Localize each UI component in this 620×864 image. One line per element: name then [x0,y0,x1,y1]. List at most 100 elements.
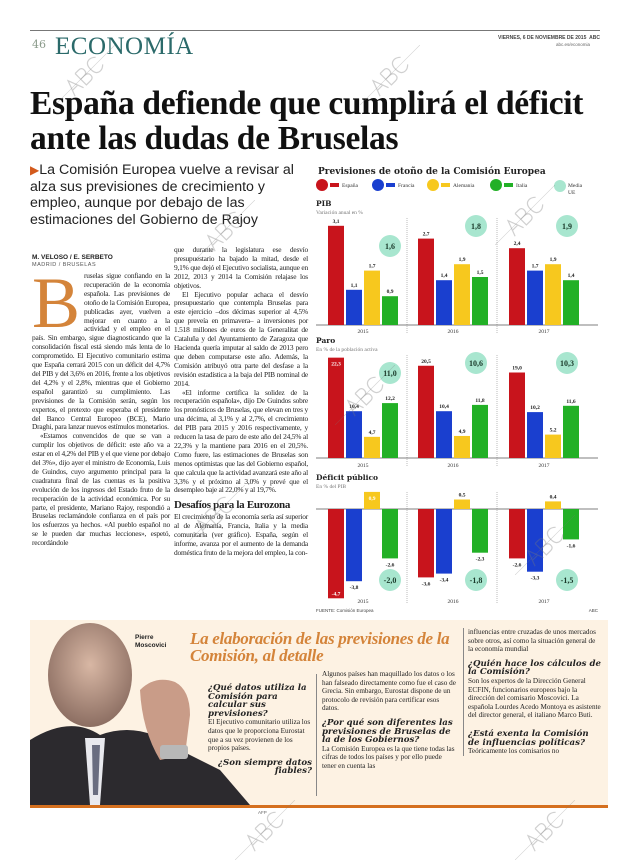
data-label: -3,4 [440,578,449,584]
bar-alemania [454,264,470,325]
triangle-icon: ▶ [30,163,40,177]
flag-icon [316,179,328,191]
year-label: 2017 [539,599,550,605]
bar-italia [563,509,579,540]
bar-españa [509,372,525,458]
data-label: 2,4 [514,241,521,247]
bar-francia [527,270,543,325]
ue-average-label: 1,8 [471,222,481,231]
answer: La Comisión Europea es la que tiene toda… [322,744,455,770]
moscovici-photo [30,623,250,805]
bar-francia [436,411,452,458]
bar-italia [563,405,579,458]
bar-alemania [364,436,380,458]
data-label: -3,3 [531,576,540,582]
answer: Algunos países han maquillado los datos … [322,670,456,713]
data-label: -3,8 [350,585,359,591]
bar-españa [328,509,344,599]
legend-swatch [504,183,513,187]
question: ¿Quién hace los cálculos de la Comisión? [468,658,601,678]
year-label: 2015 [358,463,369,469]
data-label: 10,4 [439,404,449,410]
top-rule [30,30,600,31]
section-url[interactable]: abc.es/economia [555,42,590,47]
headline: España defiende que cumplirá el déficit … [30,85,584,157]
ue-average-label: 1,9 [562,222,572,231]
ue-average-label: 10,3 [560,359,574,368]
ue-average-label: -1,8 [470,576,483,585]
year-label: 2016 [448,329,459,335]
bar-francia [527,509,543,572]
flag-icon [490,179,502,191]
data-label: 1,4 [568,273,575,279]
panel-subtitle: Variación anual en % [316,210,363,216]
data-label: 1,5 [477,270,484,276]
data-label: 4,7 [369,430,376,436]
year-label: 2015 [358,599,369,605]
data-label: 0,9 [387,289,394,295]
year-label: 2017 [539,329,550,335]
bar-francia [346,411,362,458]
subheading: Desafíos para la Eurozona [174,499,291,512]
bar-francia [346,289,362,325]
data-label: -3,6 [422,581,431,587]
panel-title: Déficit público [316,473,378,482]
flag-icon [427,179,439,191]
bar-alemania [454,435,470,458]
paragraph: El crecimiento de la economía sería así … [174,512,308,557]
legend-swatch [330,183,339,187]
date-text: VIERNES, 6 DE NOVIEMBRE DE 2015 [498,35,587,41]
ue-average-marker [465,215,487,237]
data-label: 1,7 [369,264,376,270]
bar-españa [418,509,434,578]
brand: ABC [589,35,600,41]
issue-date: VIERNES, 6 DE NOVIEMBRE DE 2015 ABC [440,35,600,41]
abc-watermark-icon [229,794,301,864]
legend-swatch [386,183,395,187]
ue-average-marker [379,235,401,257]
data-label: 1,9 [550,257,557,263]
chart-title: Previsiones de otoño de la Comisión Euro… [318,166,546,177]
panel-title: PIB [316,199,332,208]
ue-average-marker [556,352,578,374]
ue-average-marker [379,569,401,591]
ue-average-marker [379,362,401,384]
ue-average-marker [556,569,578,591]
section-title: ECONOMÍA [55,33,194,60]
data-label: 2,7 [423,232,430,238]
question: ¿Qué datos utiliza la Comisión para calc… [208,683,307,719]
panel-subtitle: En % de la población activa [316,347,378,353]
data-label: 0,5 [459,493,466,499]
article-column-2: que durante la legislatura ese desvío pr… [174,245,308,558]
panel-subtitle: En % del PIB [316,484,346,490]
paragraph: «El informe certifica la solidez de la r… [174,387,308,495]
bar-italia [382,296,398,325]
data-label: 1,4 [441,273,448,279]
data-label: -1,6 [567,543,576,549]
answer: Teóricamente los comisarios no [468,747,560,756]
year-label: 2016 [448,599,459,605]
data-label: 11,6 [566,399,576,405]
chart-source: FUENTE: Comisión Europea [316,608,374,613]
bar-alemania [545,434,561,458]
forecast-chart: Previsiones de otoño de la Comisión Euro… [316,166,599,613]
bar-italia [472,277,488,325]
data-label: 5,2 [550,428,557,434]
data-label: -2,6 [386,562,395,568]
subtitle: ▶La Comisión Europea vuelve a revisar al… [30,162,308,228]
data-label: 22,3 [331,362,341,368]
page-number: 46 [32,38,46,51]
ue-average-label: 11,0 [383,369,397,378]
subtitle-text: La Comisión Europea vuelve a revisar al … [30,162,294,228]
article-column-1: B ruselas sigue confiando en la recupera… [32,267,170,548]
question: ¿Está exenta la Comisión de influencias … [468,728,589,748]
bar-italia [382,509,398,559]
data-label: -2,6 [513,562,522,568]
bar-españa [418,238,434,325]
chart-credit: ABC [589,608,599,613]
legend-label: Alemania [453,183,475,189]
answer: El Ejecutivo comunitario utiliza los dat… [208,718,311,753]
legend-label: Media [568,183,583,189]
ue-average-label: -2,0 [384,576,397,585]
bar-francia [436,509,452,574]
